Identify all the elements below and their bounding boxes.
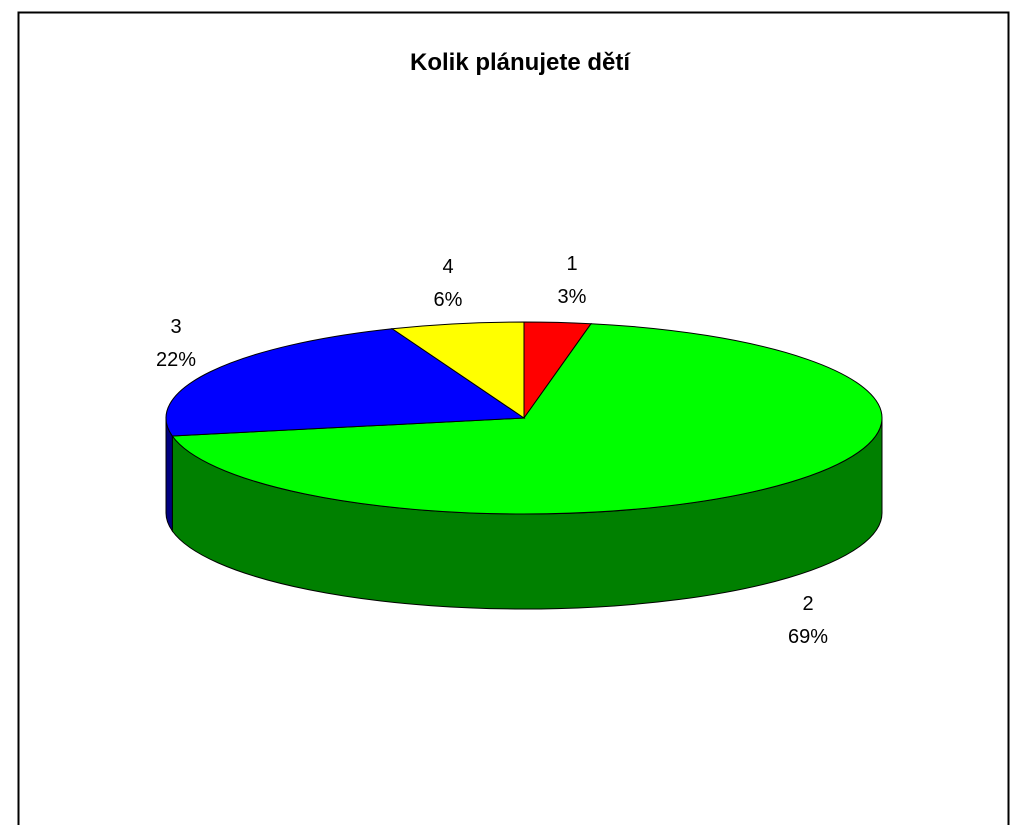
value-label: 69% [788,626,828,648]
pie-tops [165,321,883,515]
data-label: 4 6% [434,256,463,311]
pie-slice [171,323,883,515]
chart-title: Kolik plánujete dětí [410,49,631,76]
category-label: 1 [566,253,577,275]
value-label: 6% [434,289,463,311]
value-label: 3% [558,286,587,308]
category-label: 4 [442,256,453,278]
pie-slice [165,328,526,437]
category-label: 2 [802,593,813,615]
data-label: 3 22% [156,316,196,371]
value-label: 22% [156,349,196,371]
pie-slice [390,321,525,419]
category-label: 3 [170,316,181,338]
chart-border [17,11,1010,825]
data-label: 2 69% [788,593,828,648]
data-labels: 1 3% 2 69% 3 22% 4 6% [156,253,828,648]
data-label: 1 3% [558,253,587,308]
